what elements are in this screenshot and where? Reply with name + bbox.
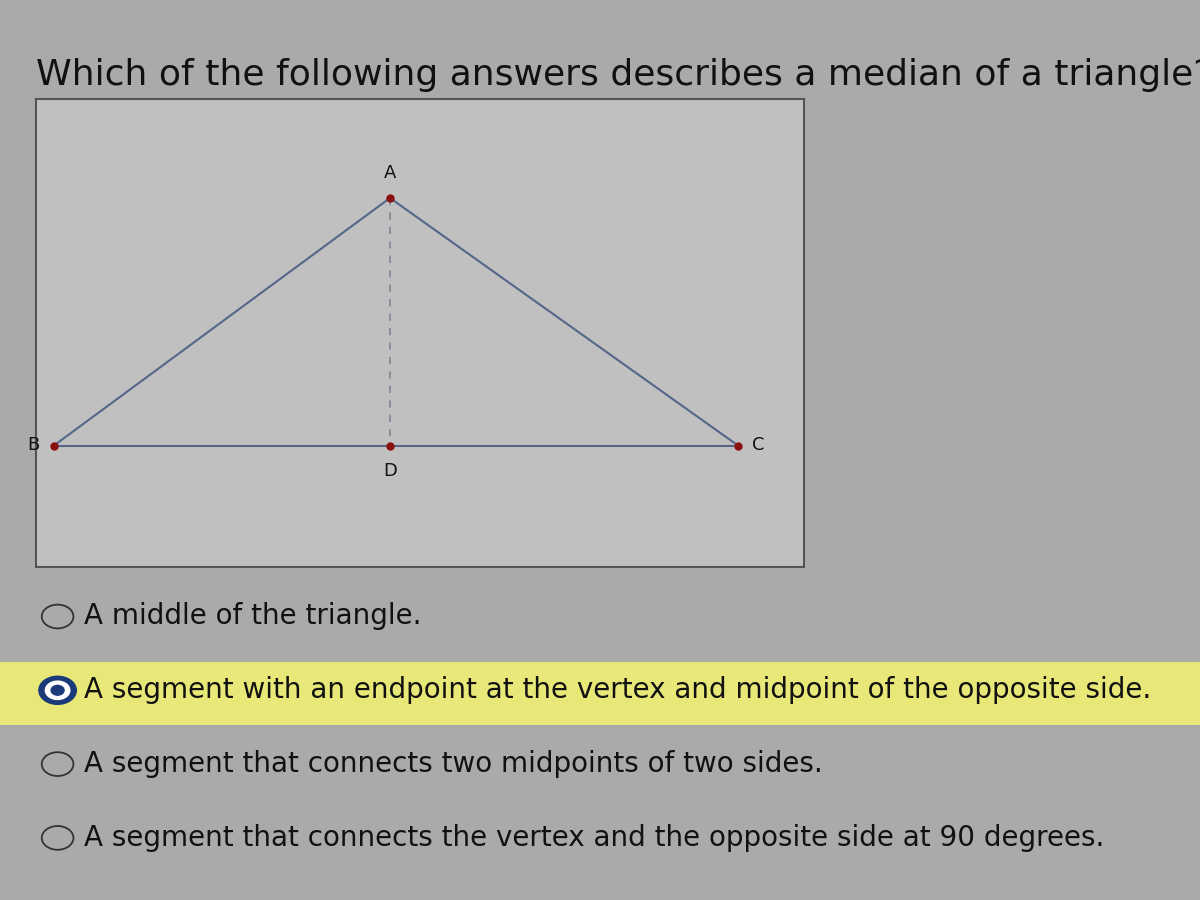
Text: A segment with an endpoint at the vertex and midpoint of the opposite side.: A segment with an endpoint at the vertex… xyxy=(84,676,1151,705)
Text: A: A xyxy=(384,164,396,182)
Bar xyxy=(36,99,804,567)
Text: A segment that connects the vertex and the opposite side at 90 degrees.: A segment that connects the vertex and t… xyxy=(84,824,1104,852)
Bar xyxy=(0,662,1200,725)
Text: A middle of the triangle.: A middle of the triangle. xyxy=(84,602,421,631)
Text: Which of the following answers describes a median of a triangle?: Which of the following answers describes… xyxy=(36,58,1200,93)
Text: B: B xyxy=(28,436,40,454)
Text: D: D xyxy=(383,462,397,480)
Text: A segment that connects two midpoints of two sides.: A segment that connects two midpoints of… xyxy=(84,750,822,778)
Text: C: C xyxy=(752,436,764,454)
Circle shape xyxy=(52,686,64,695)
Circle shape xyxy=(38,676,77,705)
Circle shape xyxy=(46,681,70,699)
